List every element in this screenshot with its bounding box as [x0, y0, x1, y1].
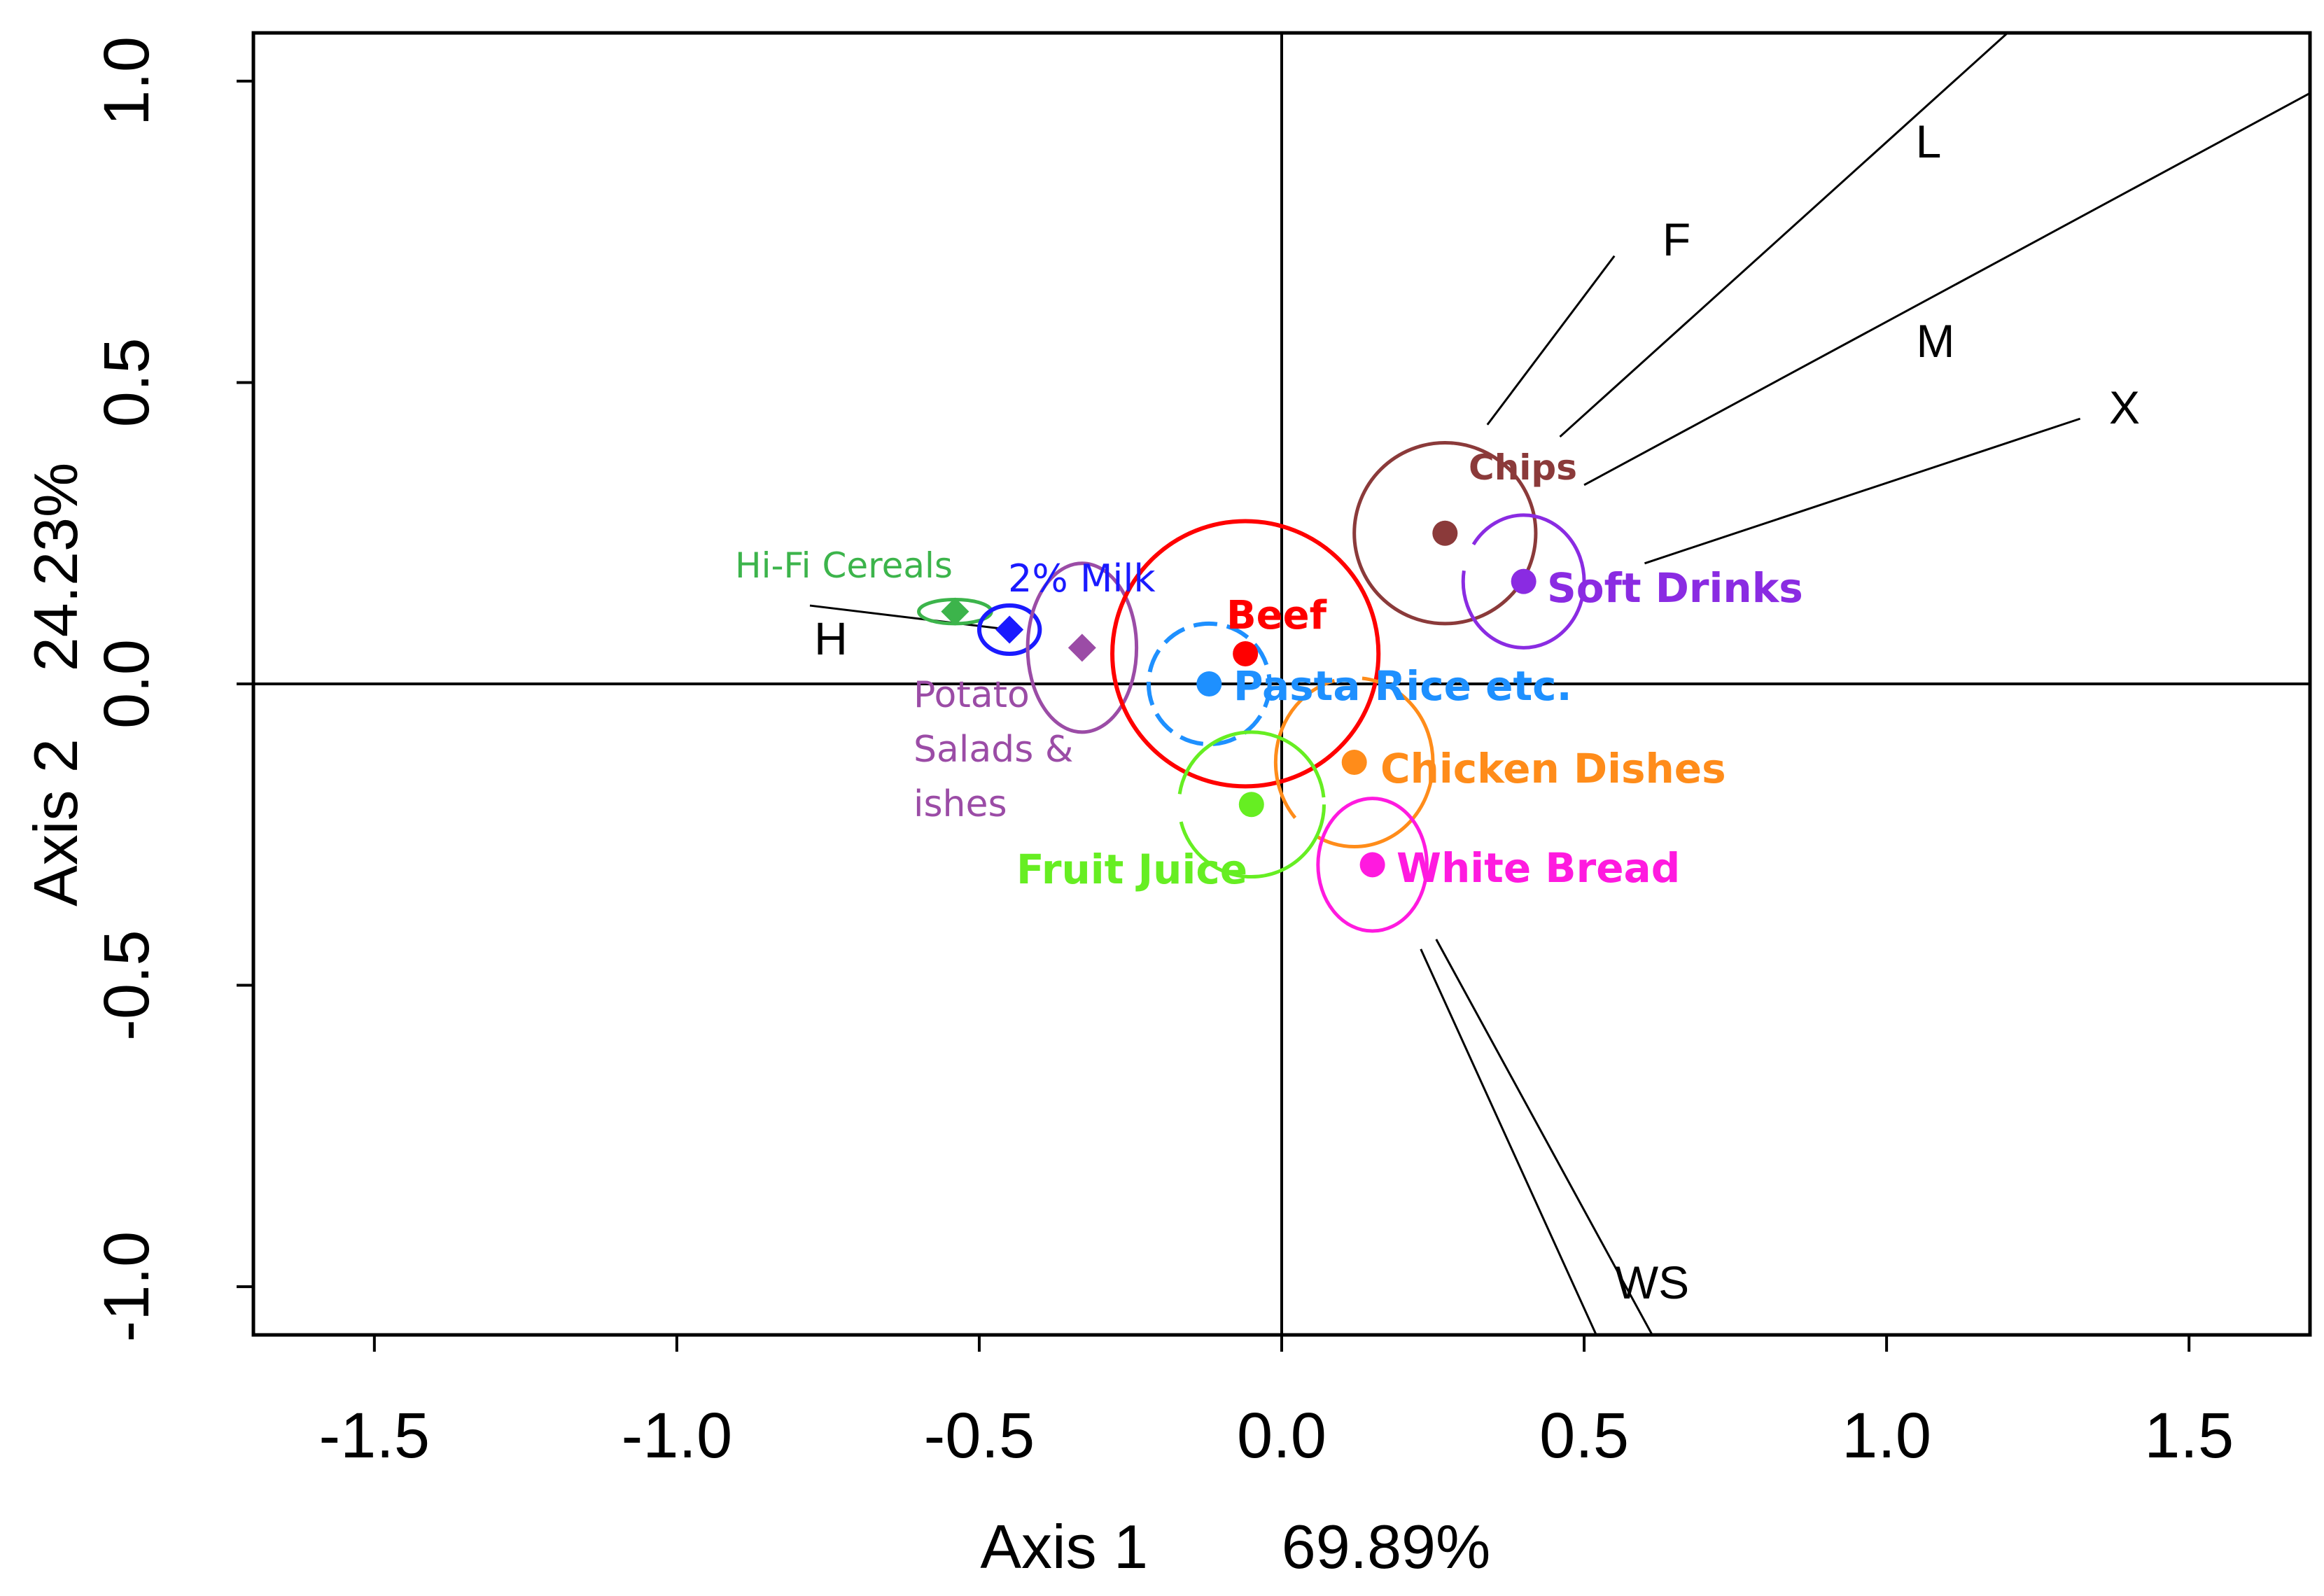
ellipse-beef [1110, 519, 1381, 789]
marker-soft-drinks [1511, 568, 1536, 594]
y-tick-label: -1.0 [91, 1231, 162, 1343]
x-tick-label: -0.5 [924, 1400, 1035, 1471]
label-soft-drinks: Soft Drinks [1547, 564, 1803, 612]
marker-chicken-dishes [1341, 749, 1367, 775]
ellipse-chips [1352, 441, 1538, 626]
ellipse-potato-salads [1026, 561, 1139, 734]
marker-white-bread [1359, 852, 1385, 878]
x-tick-label: 1.0 [1842, 1400, 1931, 1471]
ellipse-2-milk [976, 603, 1042, 656]
vector-label-h: H [814, 612, 848, 664]
y-axis-ticks: -1.0 -0.5 0.0 0.5 1.0 [91, 36, 253, 1342]
category-markers [941, 520, 1536, 878]
vector-line-l [1559, 31, 2008, 438]
vector-labels: L F M X H WS [814, 115, 2140, 1308]
marker-beef [1233, 640, 1259, 666]
variable-vectors [809, 31, 2311, 1336]
x-tick-label: -1.5 [319, 1400, 430, 1471]
label-potato-salads-line: ishes [913, 783, 1007, 825]
y-axis-title: Axis 2 [21, 738, 90, 906]
x-tick-label: 1.5 [2144, 1400, 2234, 1471]
marker-hi-fi-cereals [941, 597, 969, 626]
marker-2-milk [995, 615, 1024, 644]
label-fruit-juice: Fruit Juice [1016, 846, 1247, 893]
vector-label-f: F [1662, 214, 1690, 265]
marker-fruit-juice [1238, 792, 1264, 818]
label-white-bread: White Bread [1396, 844, 1680, 892]
y-axis-percent: 24.23% [21, 463, 90, 671]
label-potato-salads: Potato Salads & ishes [913, 674, 1085, 825]
x-axis-ticks: -1.5 -1.0 -0.5 0.0 0.5 1.0 1.5 [319, 1335, 2234, 1471]
y-tick-label: 1.0 [91, 36, 162, 126]
category-labels: Hi-Fi Cereals 2% Milk Potato Salads & ish… [735, 447, 1803, 893]
x-axis-title: Axis 1 [980, 1512, 1148, 1581]
label-2-milk: 2% Milk [1008, 556, 1156, 601]
label-chips: Chips [1469, 447, 1577, 488]
marker-potato-salads [1068, 634, 1096, 662]
ellipse-pasta-rice [1146, 621, 1272, 747]
y-tick-label: 0.5 [91, 337, 162, 427]
label-potato-salads-line: Potato [913, 674, 1030, 716]
label-beef: Beef [1226, 593, 1327, 638]
ellipse-chicken-dishes [1273, 676, 1435, 849]
vector-line-ws-parallel [1435, 939, 1653, 1336]
x-tick-label: -1.0 [622, 1400, 733, 1471]
marker-chips [1432, 520, 1458, 546]
x-tick-label: 0.5 [1539, 1400, 1629, 1471]
ellipse-fruit-juice [1177, 730, 1326, 879]
label-hi-fi-cereals: Hi-Fi Cereals [735, 545, 953, 586]
x-axis-percent: 69.89% [1282, 1512, 1490, 1581]
confidence-ellipses [917, 441, 1586, 933]
vector-label-x: X [2109, 382, 2140, 433]
vector-line-x [1644, 417, 2081, 565]
vector-line-f [1486, 255, 1616, 426]
label-potato-salads-line: Salads & [913, 729, 1085, 771]
vector-label-l: L [1916, 115, 1942, 167]
ellipse-white-bread [1316, 797, 1429, 933]
label-pasta-rice: Pasta Rice etc. [1233, 662, 1572, 710]
ellipse-soft-drinks [1461, 513, 1586, 650]
x-tick-label: 0.0 [1237, 1400, 1326, 1471]
vector-label-m: M [1917, 315, 1955, 367]
label-chicken-dishes: Chicken Dishes [1380, 745, 1726, 792]
y-tick-label: 0.0 [91, 639, 162, 729]
y-tick-label: -0.5 [91, 930, 162, 1041]
vector-line-h [809, 604, 1010, 631]
vector-label-ws: WS [1615, 1256, 1689, 1308]
vector-line-m [1583, 92, 2311, 486]
vector-line-ws [1420, 948, 1597, 1336]
marker-pasta-rice [1196, 671, 1222, 696]
